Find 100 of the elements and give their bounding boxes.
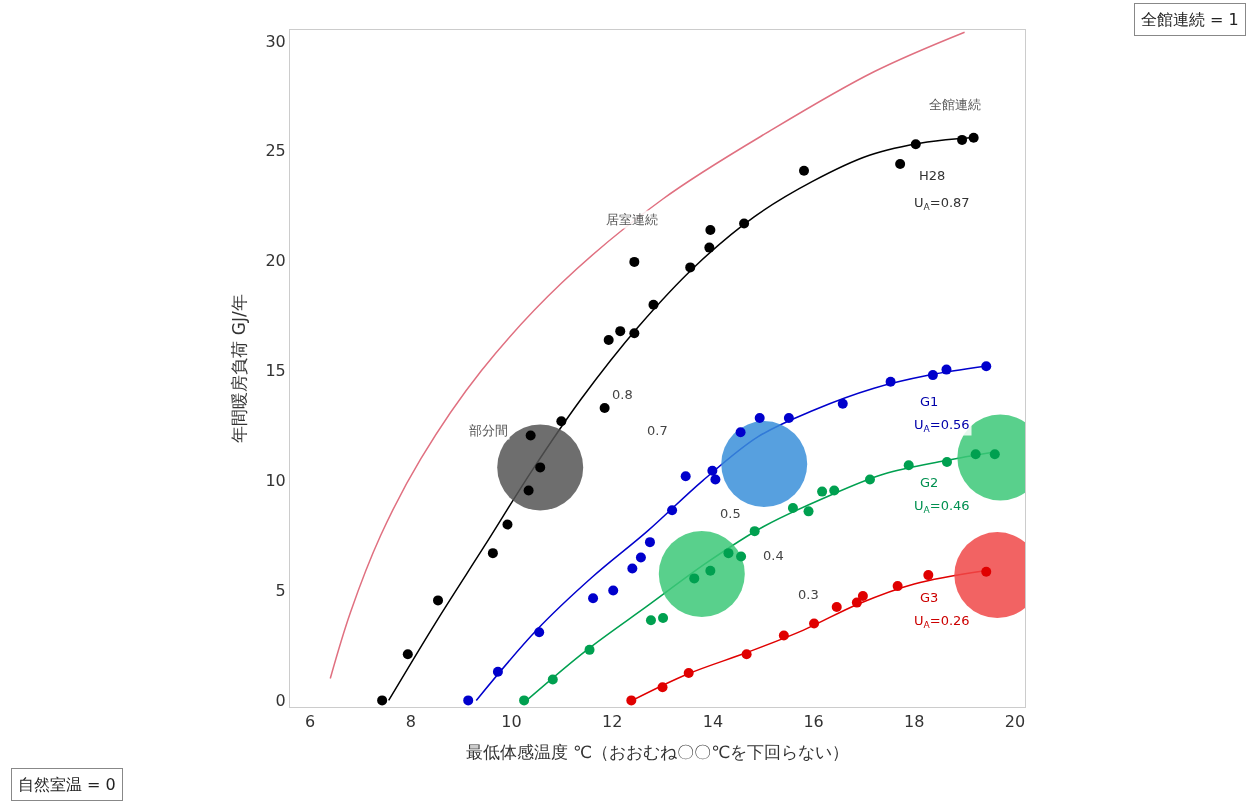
annotation: U$_{A}$=0.46 <box>914 498 970 515</box>
point <box>895 159 906 170</box>
point <box>603 334 614 345</box>
text: 自然室温 = 0 <box>18 775 116 794</box>
annotation: H28 <box>919 168 946 183</box>
point <box>680 471 691 482</box>
point <box>705 565 716 576</box>
point <box>615 326 626 337</box>
point <box>629 328 640 339</box>
point <box>923 570 934 581</box>
point <box>523 485 534 496</box>
point <box>519 695 530 706</box>
annotation: 部分間 <box>469 423 508 438</box>
point <box>627 563 638 574</box>
y-tick-label: 5 <box>275 581 286 601</box>
point <box>778 630 789 641</box>
y-tick-label: 30 <box>265 31 286 51</box>
point <box>525 430 536 441</box>
point <box>831 601 842 612</box>
point <box>892 581 903 592</box>
point <box>492 666 503 677</box>
point <box>635 552 646 563</box>
point <box>463 695 474 706</box>
x-tick-label: 14 <box>702 712 724 732</box>
point <box>629 256 640 267</box>
point <box>599 403 610 414</box>
point <box>433 595 444 606</box>
point <box>705 225 716 236</box>
point <box>736 551 747 562</box>
annotation: U$_{A}$=0.26 <box>914 613 970 630</box>
annotation: 0.4 <box>763 548 784 563</box>
point <box>644 537 655 548</box>
y-tick-label: 0 <box>275 691 286 711</box>
annotation: U$_{A}$=0.87 <box>914 195 970 212</box>
point <box>837 398 848 409</box>
point <box>829 485 840 496</box>
point <box>754 412 765 423</box>
point <box>857 591 868 601</box>
x-tick-label: 12 <box>602 712 623 732</box>
point <box>683 667 694 678</box>
point <box>689 573 700 584</box>
point <box>957 134 968 145</box>
annotation: 0.7 <box>647 423 668 438</box>
point <box>735 427 746 438</box>
point <box>739 218 750 229</box>
x-tick-label: 10 <box>501 712 522 732</box>
point <box>534 627 545 638</box>
point <box>885 376 896 387</box>
point <box>657 682 668 693</box>
point <box>707 465 718 476</box>
point <box>927 370 938 381</box>
point <box>817 486 828 497</box>
point <box>749 526 760 537</box>
point <box>556 416 567 427</box>
x-tick-label: 8 <box>405 712 416 732</box>
point <box>704 242 715 253</box>
annotation: 0.3 <box>798 587 819 602</box>
x-tick-label: 16 <box>803 712 824 732</box>
point <box>787 503 798 514</box>
point <box>851 597 862 608</box>
x-tick-label: 6 <box>305 712 316 732</box>
y-tick-label: 20 <box>265 251 286 271</box>
point <box>989 449 1000 460</box>
point <box>741 649 752 660</box>
point <box>783 412 794 423</box>
point <box>864 474 875 485</box>
point <box>535 462 546 473</box>
annotation: 居室連続 <box>606 212 658 227</box>
point <box>970 449 981 460</box>
annotation: G1 <box>920 394 939 409</box>
point <box>981 361 992 372</box>
point <box>799 165 809 176</box>
point <box>608 585 619 596</box>
text: 全館連続 = 1 <box>1141 10 1239 29</box>
annotation: G3 <box>920 590 939 605</box>
point <box>547 674 558 685</box>
point <box>658 612 669 623</box>
point <box>377 695 388 706</box>
annotation: 全館連続 <box>929 97 981 112</box>
point <box>981 566 992 577</box>
point <box>502 519 513 530</box>
annotation: G2 <box>920 475 939 490</box>
point <box>402 649 413 660</box>
x-tick-label: 18 <box>904 712 925 732</box>
point <box>645 615 656 626</box>
point <box>803 506 814 517</box>
annotation: U$_{A}$=0.56 <box>914 417 970 434</box>
point <box>648 299 659 310</box>
point <box>667 505 678 516</box>
point <box>487 548 498 559</box>
x-tick-label: 20 <box>1004 712 1026 732</box>
y-tick-label: 15 <box>265 361 286 381</box>
point <box>968 132 979 143</box>
y-axis-title: 年間暖房負荷 GJ/年 <box>228 294 249 443</box>
point <box>626 695 637 706</box>
point <box>710 474 721 485</box>
y-tick-label: 25 <box>265 141 286 161</box>
x-axis-title: 最低体感温度 ℃（おおむね〇〇℃を下回らない） <box>465 741 850 762</box>
y-tick-label: 10 <box>265 471 286 491</box>
annotation: 0.8 <box>612 387 633 402</box>
